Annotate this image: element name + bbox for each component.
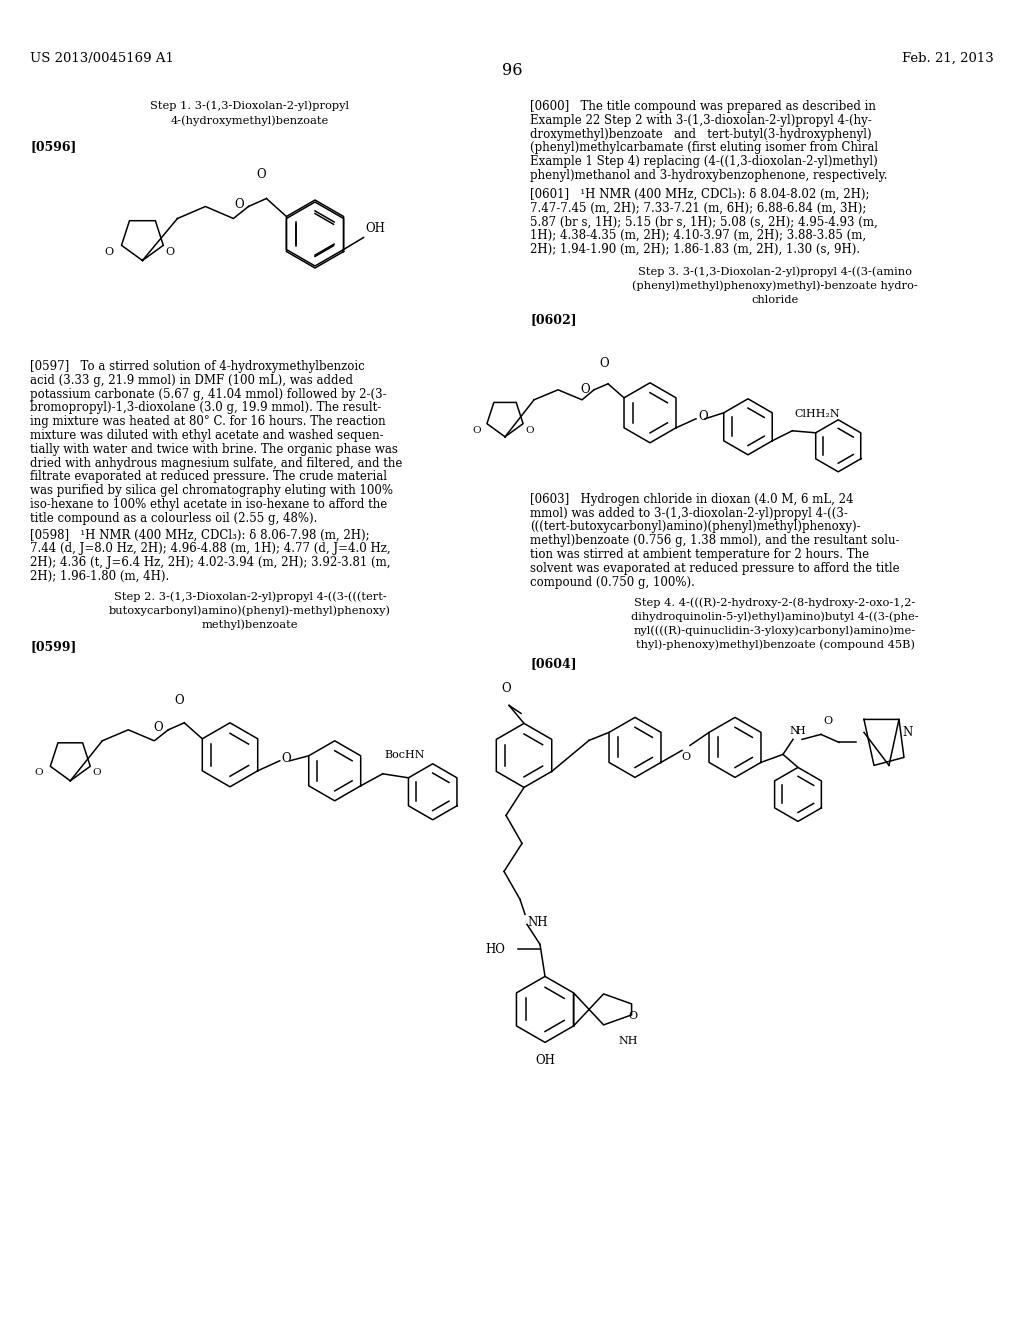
Text: ClHH₂N: ClHH₂N xyxy=(795,409,840,418)
Text: chloride: chloride xyxy=(752,294,799,305)
Text: nyl((((R)-quinuclidin-3-yloxy)carbonyl)amino)me-: nyl((((R)-quinuclidin-3-yloxy)carbonyl)a… xyxy=(634,626,916,636)
Text: tion was stirred at ambient temperature for 2 hours. The: tion was stirred at ambient temperature … xyxy=(530,548,869,561)
Text: dried with anhydrous magnesium sulfate, and filtered, and the: dried with anhydrous magnesium sulfate, … xyxy=(30,457,402,470)
Text: iso-hexane to 100% ethyl acetate in iso-hexane to afford the: iso-hexane to 100% ethyl acetate in iso-… xyxy=(30,498,387,511)
Text: methyl)benzoate: methyl)benzoate xyxy=(202,620,298,631)
Text: OH: OH xyxy=(536,1055,555,1068)
Text: O: O xyxy=(525,425,534,434)
Text: O: O xyxy=(257,168,266,181)
Text: O: O xyxy=(92,768,101,777)
Text: O: O xyxy=(823,717,833,726)
Text: US 2013/0045169 A1: US 2013/0045169 A1 xyxy=(30,51,174,65)
Text: N: N xyxy=(902,726,912,739)
Text: [0603]   Hydrogen chloride in dioxan (4.0 M, 6 mL, 24: [0603] Hydrogen chloride in dioxan (4.0 … xyxy=(530,492,853,506)
Text: thyl)-phenoxy)methyl)benzoate (compound 45B): thyl)-phenoxy)methyl)benzoate (compound … xyxy=(636,639,914,649)
Text: filtrate evaporated at reduced pressure. The crude material: filtrate evaporated at reduced pressure.… xyxy=(30,470,387,483)
Text: Step 4. 4-(((R)-2-hydroxy-2-(8-hydroxy-2-oxo-1,2-: Step 4. 4-(((R)-2-hydroxy-2-(8-hydroxy-2… xyxy=(635,598,915,609)
Text: NH: NH xyxy=(618,1036,638,1045)
Text: [0600]   The title compound was prepared as described in: [0600] The title compound was prepared a… xyxy=(530,100,876,114)
Text: [0597]   To a stirred solution of 4-hydroxymethylbenzoic: [0597] To a stirred solution of 4-hydrox… xyxy=(30,360,365,374)
Text: O: O xyxy=(282,752,292,766)
Text: [0602]: [0602] xyxy=(530,313,577,326)
Text: solvent was evaporated at reduced pressure to afford the title: solvent was evaporated at reduced pressu… xyxy=(530,562,900,574)
Text: methyl)benzoate (0.756 g, 1.38 mmol), and the resultant solu-: methyl)benzoate (0.756 g, 1.38 mmol), an… xyxy=(530,535,899,548)
Text: (phenyl)methyl)phenoxy)methyl)-benzoate hydro-: (phenyl)methyl)phenoxy)methyl)-benzoate … xyxy=(632,281,918,292)
Text: O: O xyxy=(35,768,43,777)
Text: O: O xyxy=(501,682,511,696)
Text: 7.44 (d, J=8.0 Hz, 2H); 4.96-4.88 (m, 1H); 4.77 (d, J=4.0 Hz,: 7.44 (d, J=8.0 Hz, 2H); 4.96-4.88 (m, 1H… xyxy=(30,543,390,556)
Text: [0598]   ¹H NMR (400 MHz, CDCl₃): δ 8.06-7.98 (m, 2H);: [0598] ¹H NMR (400 MHz, CDCl₃): δ 8.06-7… xyxy=(30,528,370,541)
Text: phenyl)methanol and 3-hydroxybenzophenone, respectively.: phenyl)methanol and 3-hydroxybenzophenon… xyxy=(530,169,888,182)
Text: [0599]: [0599] xyxy=(30,640,77,653)
Text: droxymethyl)benzoate   and   tert-butyl(3-hydroxyphenyl): droxymethyl)benzoate and tert-butyl(3-hy… xyxy=(530,128,871,141)
Text: BocHN: BocHN xyxy=(385,750,425,760)
Text: O: O xyxy=(104,247,114,257)
Text: potassium carbonate (5.67 g, 41.04 mmol) followed by 2-(3-: potassium carbonate (5.67 g, 41.04 mmol)… xyxy=(30,388,387,400)
Text: O: O xyxy=(599,356,609,370)
Text: 7.47-7.45 (m, 2H); 7.33-7.21 (m, 6H); 6.88-6.84 (m, 3H);: 7.47-7.45 (m, 2H); 7.33-7.21 (m, 6H); 6.… xyxy=(530,202,866,215)
Text: Example 1 Step 4) replacing (4-((1,3-dioxolan-2-yl)methyl): Example 1 Step 4) replacing (4-((1,3-dio… xyxy=(530,156,878,168)
Text: butoxycarbonyl)amino)(phenyl)-methyl)phenoxy): butoxycarbonyl)amino)(phenyl)-methyl)phe… xyxy=(109,606,391,616)
Text: tially with water and twice with brine. The organic phase was: tially with water and twice with brine. … xyxy=(30,442,398,455)
Text: bromopropyl)-1,3-dioxolane (3.0 g, 19.9 mmol). The result-: bromopropyl)-1,3-dioxolane (3.0 g, 19.9 … xyxy=(30,401,381,414)
Text: 4-(hydroxymethyl)benzoate: 4-(hydroxymethyl)benzoate xyxy=(171,115,329,125)
Text: Step 3. 3-(1,3-Dioxolan-2-yl)propyl 4-((3-(amino: Step 3. 3-(1,3-Dioxolan-2-yl)propyl 4-((… xyxy=(638,267,912,277)
Text: (((tert-butoxycarbonyl)amino)(phenyl)methyl)phenoxy)-: (((tert-butoxycarbonyl)amino)(phenyl)met… xyxy=(530,520,860,533)
Text: Feb. 21, 2013: Feb. 21, 2013 xyxy=(902,51,994,65)
Text: [0604]: [0604] xyxy=(530,657,577,671)
Text: O: O xyxy=(174,694,184,706)
Text: NH: NH xyxy=(527,916,548,929)
Text: Step 2. 3-(1,3-Dioxolan-2-yl)propyl 4-((3-(((tert-: Step 2. 3-(1,3-Dioxolan-2-yl)propyl 4-((… xyxy=(114,591,386,602)
Text: (phenyl)methylcarbamate (first eluting isomer from Chiral: (phenyl)methylcarbamate (first eluting i… xyxy=(530,141,879,154)
Text: O: O xyxy=(629,1011,638,1020)
Text: HO: HO xyxy=(485,942,505,956)
Text: 5.87 (br s, 1H); 5.15 (br s, 1H); 5.08 (s, 2H); 4.95-4.93 (m,: 5.87 (br s, 1H); 5.15 (br s, 1H); 5.08 (… xyxy=(530,215,878,228)
Text: O: O xyxy=(472,425,481,434)
Text: 2H); 1.94-1.90 (m, 2H); 1.86-1.83 (m, 2H), 1.30 (s, 9H).: 2H); 1.94-1.90 (m, 2H); 1.86-1.83 (m, 2H… xyxy=(530,243,860,256)
Text: acid (3.33 g, 21.9 mmol) in DMF (100 mL), was added: acid (3.33 g, 21.9 mmol) in DMF (100 mL)… xyxy=(30,374,353,387)
Text: ing mixture was heated at 80° C. for 16 hours. The reaction: ing mixture was heated at 80° C. for 16 … xyxy=(30,416,386,428)
Text: O: O xyxy=(154,721,163,734)
Text: mixture was diluted with ethyl acetate and washed sequen-: mixture was diluted with ethyl acetate a… xyxy=(30,429,384,442)
Text: Step 1. 3-(1,3-Dioxolan-2-yl)propyl: Step 1. 3-(1,3-Dioxolan-2-yl)propyl xyxy=(151,100,349,111)
Text: Example 22 Step 2 with 3-(1,3-dioxolan-2-yl)propyl 4-(hy-: Example 22 Step 2 with 3-(1,3-dioxolan-2… xyxy=(530,114,871,127)
Text: O: O xyxy=(681,752,690,763)
Text: O: O xyxy=(165,247,174,257)
Text: compound (0.750 g, 100%).: compound (0.750 g, 100%). xyxy=(530,576,695,589)
Text: mmol) was added to 3-(1,3-dioxolan-2-yl)propyl 4-((3-: mmol) was added to 3-(1,3-dioxolan-2-yl)… xyxy=(530,507,848,520)
Text: 96: 96 xyxy=(502,62,522,79)
Text: 2H); 4.36 (t, J=6.4 Hz, 2H); 4.02-3.94 (m, 2H); 3.92-3.81 (m,: 2H); 4.36 (t, J=6.4 Hz, 2H); 4.02-3.94 (… xyxy=(30,556,390,569)
Text: H: H xyxy=(795,726,805,737)
Text: 1H); 4.38-4.35 (m, 2H); 4.10-3.97 (m, 2H); 3.88-3.85 (m,: 1H); 4.38-4.35 (m, 2H); 4.10-3.97 (m, 2H… xyxy=(530,230,866,242)
Text: O: O xyxy=(581,383,590,396)
Text: 2H); 1.96-1.80 (m, 4H).: 2H); 1.96-1.80 (m, 4H). xyxy=(30,570,169,583)
Text: title compound as a colourless oil (2.55 g, 48%).: title compound as a colourless oil (2.55… xyxy=(30,512,317,525)
Text: dihydroquinolin-5-yl)ethyl)amino)butyl 4-((3-(phe-: dihydroquinolin-5-yl)ethyl)amino)butyl 4… xyxy=(631,611,919,622)
Text: N: N xyxy=(788,726,799,737)
Text: OH: OH xyxy=(366,223,385,235)
Text: O: O xyxy=(234,198,245,211)
Text: O: O xyxy=(698,411,708,424)
Text: [0601]   ¹H NMR (400 MHz, CDCl₃): δ 8.04-8.02 (m, 2H);: [0601] ¹H NMR (400 MHz, CDCl₃): δ 8.04-8… xyxy=(530,187,869,201)
Text: was purified by silica gel chromatography eluting with 100%: was purified by silica gel chromatograph… xyxy=(30,484,393,498)
Text: [0596]: [0596] xyxy=(30,140,77,153)
